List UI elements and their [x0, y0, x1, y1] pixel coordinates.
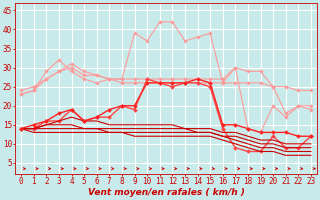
X-axis label: Vent moyen/en rafales ( km/h ): Vent moyen/en rafales ( km/h )	[88, 188, 244, 197]
